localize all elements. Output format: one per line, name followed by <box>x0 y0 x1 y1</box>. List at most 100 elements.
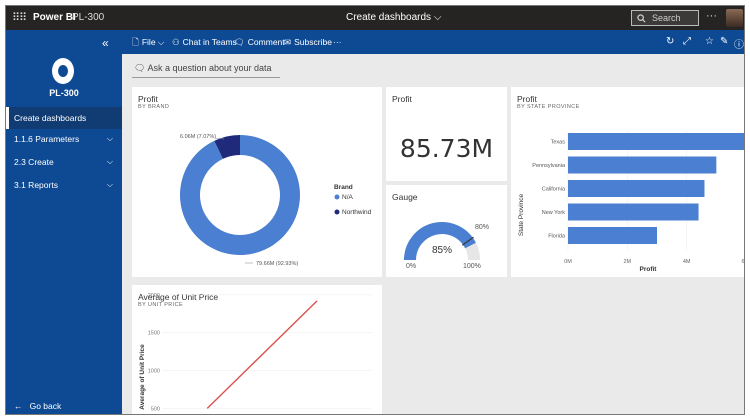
command-bar: 🗋 File ⌵ ⚇ Chat in Teams 🗨 Comment ✉ Subscri… <box>122 30 744 54</box>
nav-item-create[interactable]: 2.3 Create ⌵ <box>6 151 122 173</box>
bar-x-tick: 6 <box>741 259 744 265</box>
bar-category-label: Florida <box>548 234 566 240</box>
go-back-link[interactable]: ← Go back <box>14 401 61 411</box>
donut-slice-northwind[interactable] <box>214 135 240 159</box>
avatar[interactable] <box>726 9 743 27</box>
line-y-axis-label: Average of Unit Price <box>139 344 146 410</box>
search-placeholder: Search <box>652 13 681 23</box>
app-name[interactable]: Power BI <box>33 12 76 23</box>
tile-subtitle: BY UNIT PRICE <box>138 302 184 308</box>
nav-item-parameters[interactable]: 1.1.6 Parameters ⌵ <box>6 128 122 150</box>
gauge-max: 100% <box>463 263 481 270</box>
report-title-dropdown[interactable]: Create dashboards ⌵ <box>346 12 441 23</box>
app-launcher-icon[interactable]: ⠿⠿ <box>12 12 27 24</box>
more-options-icon[interactable]: ··· <box>706 10 717 22</box>
bar-new-york[interactable] <box>568 203 699 221</box>
bar-category-label: New York <box>542 210 565 216</box>
tile-gauge[interactable]: Gauge 85% 0% 100% 80% <box>386 185 507 277</box>
comment-icon: 🗨 <box>234 37 245 47</box>
chevron-down-icon: ⌵ <box>106 134 113 143</box>
legend-swatch-northwind <box>334 209 340 215</box>
gauge-chart: 85% 0% 100% 80% <box>404 222 489 270</box>
bar-pennsylvania[interactable] <box>568 156 717 174</box>
donut-label-northwind: 6.06M (7.07%) <box>180 134 216 140</box>
powerbi-window: ⠿⠿ Power BI PL-300 Create dashboards ⌵ S… <box>5 5 745 415</box>
refresh-icon[interactable]: ↻ <box>666 36 675 47</box>
file-menu[interactable]: 🗋 File ⌵ <box>132 37 164 51</box>
tile-title: Average of Unit Price <box>138 292 219 302</box>
teams-icon: ⚇ <box>172 37 180 47</box>
nav-item-create-dashboards[interactable]: Create dashboards <box>6 107 122 129</box>
bar-x-tick: 2M <box>624 259 632 265</box>
document-icon: 🗋 <box>132 37 139 47</box>
donut-slice-n-a[interactable] <box>180 135 300 255</box>
comment-button[interactable]: 🗨 Comment <box>234 37 285 48</box>
workspace-logo-icon <box>52 58 74 84</box>
bar-category-label: Pennsylvania <box>532 163 566 169</box>
app-header: ⠿⠿ Power BI PL-300 Create dashboards ⌵ S… <box>6 6 744 30</box>
collapse-nav-icon[interactable]: « <box>102 36 109 50</box>
qa-input[interactable]: 🗨 Ask a question about your data <box>132 60 280 78</box>
gauge-target: 80% <box>475 224 489 231</box>
more-commands-icon[interactable]: ··· <box>333 37 342 47</box>
gauge-fill <box>404 222 476 261</box>
workspace-breadcrumb[interactable]: PL-300 <box>72 12 105 23</box>
chat-label: Chat in Teams <box>182 37 237 47</box>
subscribe-label: Subscribe <box>294 37 332 47</box>
subscribe-button[interactable]: ✉ Subscribe <box>284 37 332 48</box>
comment-label: Comment <box>247 37 285 47</box>
kpi-value: 85.73M <box>399 134 494 163</box>
search-icon <box>637 14 646 23</box>
nav-item-reports[interactable]: 3.1 Reports ⌵ <box>6 174 122 196</box>
edit-icon[interactable]: ✎ <box>720 36 729 47</box>
favorite-icon[interactable]: ☆ <box>705 36 714 47</box>
donut-label-na: 79.66M (92.93%) <box>256 261 298 267</box>
qa-placeholder: Ask a question about your data <box>147 63 272 73</box>
nav-item-label: 1.1.6 Parameters <box>14 134 80 144</box>
workspace-name: PL-300 <box>49 88 79 98</box>
chevron-down-icon: ⌵ <box>106 180 113 189</box>
chat-in-teams-button[interactable]: ⚇ Chat in Teams <box>172 37 237 48</box>
go-back-label: Go back <box>29 401 62 411</box>
bar-x-tick: 0M <box>564 259 572 265</box>
bar-chart: State Province Profit 0M 2M 4M 6 Texas Pennsy… <box>518 131 745 273</box>
line-y-tick: 2000 <box>148 293 160 299</box>
tile-title: Profit <box>517 94 537 104</box>
bar-y-axis-label: State Province <box>518 193 525 236</box>
bar-category-label: California <box>542 187 566 193</box>
bar-x-tick: 4M <box>683 259 691 265</box>
line-chart: Average of Unit Price 2000 1500 1000 500 <box>139 293 372 412</box>
legend-swatch-na <box>334 194 340 200</box>
search-input[interactable]: Search <box>631 10 699 26</box>
qa-icon: 🗨 <box>134 63 148 73</box>
legend-title: Brand <box>334 184 353 191</box>
nav-item-label: 2.3 Create <box>14 157 54 167</box>
nav-item-label: Create dashboards <box>14 113 87 123</box>
legend-item-na: N/A <box>342 194 354 201</box>
tile-title: Profit <box>138 94 158 104</box>
gauge-min: 0% <box>406 263 416 270</box>
bar-category-label: Texas <box>551 140 566 146</box>
left-navigation: « PL-300 Create dashboards 1.1.6 Paramet… <box>6 30 122 414</box>
tile-average-unit-price[interactable]: Average of Unit Price BY UNIT PRICE Aver… <box>132 285 382 414</box>
bar-florida[interactable] <box>568 227 657 244</box>
tile-profit-by-brand[interactable]: Profit BY BRAND 6.06M (7.07%) 79.66M (92… <box>132 87 382 277</box>
tile-subtitle: BY BRAND <box>138 104 170 110</box>
tile-profit-card[interactable]: Profit 85.73M <box>386 87 507 181</box>
legend-item-northwind: Northwind <box>342 209 372 216</box>
info-icon[interactable]: ⓘ <box>734 40 744 51</box>
tile-title: Profit <box>392 94 412 104</box>
line-series[interactable] <box>206 300 318 409</box>
gauge-value: 85% <box>432 245 452 256</box>
bar-california[interactable] <box>568 180 705 197</box>
tile-profit-by-state[interactable]: Profit BY STATE PROVINCE State Province … <box>511 87 745 277</box>
chevron-down-icon: ⌵ <box>433 12 442 23</box>
line-y-tick: 1500 <box>148 331 160 337</box>
file-label: File <box>141 37 156 47</box>
donut-chart: 6.06M (7.07%) 79.66M (92.93%) Brand N/A … <box>180 134 372 267</box>
gauge-target-marker <box>461 236 474 246</box>
bar-texas[interactable] <box>568 133 745 150</box>
fullscreen-icon[interactable]: ⤢ <box>683 36 691 47</box>
mail-icon: ✉ <box>284 37 292 47</box>
chevron-down-icon: ⌵ <box>106 157 113 166</box>
